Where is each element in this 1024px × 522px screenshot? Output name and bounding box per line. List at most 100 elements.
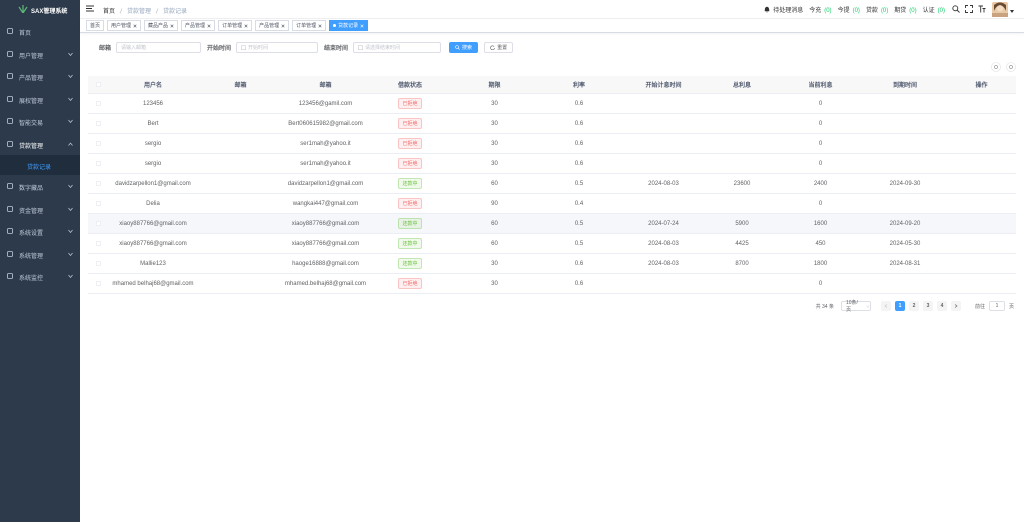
- top-bar: 首页 贷款管理 贷款记录 待处理消息 今充 (0) 今提 (0) 贷款 (0) 期贷 (0) 认证 (0): [80, 0, 1024, 19]
- notice-counter[interactable]: 贷款 (0): [866, 5, 888, 14]
- menu-label: 系统设置: [19, 231, 44, 237]
- notice-label: 待处理消息: [773, 8, 804, 14]
- tag[interactable]: 用户管理: [107, 20, 142, 31]
- menu-item[interactable]: 系统监控: [0, 269, 80, 283]
- cell: 60: [452, 221, 537, 227]
- breadcrumb-item[interactable]: 贷款管理: [127, 9, 152, 15]
- tag[interactable]: 订单管理: [292, 20, 327, 31]
- cell: [88, 101, 108, 106]
- notice-counter[interactable]: 今充 (0): [809, 5, 831, 14]
- logo-title: SAX管理系统: [31, 9, 68, 15]
- cell-text: 450: [815, 240, 826, 247]
- header-cell: 邮箱: [234, 83, 247, 89]
- cell: [88, 201, 108, 206]
- cell: 还款中: [368, 258, 452, 269]
- table-row[interactable]: Mallie123 haoge16888@gmail.com 还款中 30 0.6 202…: [88, 254, 1016, 274]
- cell: 1600: [778, 221, 863, 227]
- cell-text: 2024-08-31: [889, 260, 921, 267]
- tag[interactable]: 订单管理: [218, 20, 253, 31]
- menu-item[interactable]: 展权管理: [0, 92, 80, 106]
- menu-item[interactable]: 智能交易: [0, 114, 80, 128]
- header-cell: 当前利息: [808, 83, 833, 89]
- cell-text: 30: [491, 100, 498, 107]
- cell-text: 0.4: [574, 200, 584, 207]
- search-input[interactable]: 请输入邮箱: [116, 42, 202, 53]
- cell-text: Bert: [147, 120, 159, 127]
- cell-text: 30: [491, 280, 498, 287]
- status-tag: 还款中: [398, 218, 422, 229]
- cell-text: 123456@gamil.com: [298, 100, 353, 107]
- page-button[interactable]: 2: [908, 301, 919, 311]
- status-tag: 还款中: [398, 178, 422, 189]
- reset-button[interactable]: 重置: [484, 42, 514, 53]
- cell: 0.6: [537, 261, 621, 267]
- table-row[interactable]: xiaoy887766@gmail.com xiaoy887766@gmail.c…: [88, 214, 1016, 234]
- menu-icon: [7, 183, 13, 189]
- notice-counter[interactable]: 今提 (0): [838, 5, 860, 14]
- table-row[interactable]: xiaoy887766@gmail.com xiaoy887766@gmail.c…: [88, 234, 1016, 254]
- menu-item[interactable]: 首页: [0, 24, 80, 38]
- menu-icon: [7, 273, 13, 279]
- table-row[interactable]: Delia wangkai447@gmail.com 已拒绝 90 0.4 0: [88, 194, 1016, 214]
- tag[interactable]: 首页: [86, 20, 105, 31]
- tag[interactable]: 贷款记录: [329, 20, 369, 31]
- cell: 0.4: [537, 201, 621, 207]
- cell-text: 0.5: [574, 180, 584, 187]
- menu-arrow: [68, 229, 73, 233]
- submenu-item[interactable]: 贷款记录: [0, 155, 80, 175]
- search-label: 邮箱: [99, 46, 112, 52]
- menu-arrow: [68, 52, 73, 56]
- table-row[interactable]: sergio ser1mah@yahoo.it 已拒绝 30 0.6 0: [88, 134, 1016, 154]
- goto-input[interactable]: 1: [988, 301, 1005, 311]
- cell: [88, 241, 108, 246]
- cell: 60: [452, 241, 537, 247]
- next-button[interactable]: [950, 301, 961, 311]
- menu-icon: [7, 228, 13, 234]
- cell: 2024-08-03: [621, 261, 706, 267]
- notice-counter[interactable]: 认证 (0): [923, 5, 945, 14]
- table-row[interactable]: davidzarpellon1@gmail.com davidzarpellon1…: [88, 174, 1016, 194]
- page-size[interactable]: 10条/页: [840, 300, 871, 313]
- menu-item[interactable]: 系统管理: [0, 247, 80, 261]
- calendar-icon: [358, 45, 363, 50]
- cell: 450: [778, 241, 863, 247]
- tag[interactable]: 产品管理: [181, 20, 216, 31]
- search-label: 开始时间: [207, 46, 232, 52]
- cell: 90: [452, 201, 537, 207]
- cell-text: sergio: [144, 160, 162, 167]
- page-button[interactable]: 1: [894, 301, 905, 311]
- table-row[interactable]: 123456 123456@gamil.com 已拒绝 30 0.6 0: [88, 94, 1016, 114]
- search-input[interactable]: 请选择结束时间: [353, 42, 442, 53]
- tag[interactable]: 藏品产品: [144, 20, 179, 31]
- cell-text: 30: [491, 140, 498, 147]
- page-size-label: 10条/页: [845, 300, 858, 313]
- menu-item[interactable]: 用户管理: [0, 47, 80, 61]
- page-button[interactable]: 4: [936, 301, 947, 311]
- cell-text: xiaoy887766@gmail.com: [291, 240, 360, 247]
- tag[interactable]: 产品管理: [255, 20, 290, 31]
- menu-item[interactable]: 资金管理: [0, 202, 80, 216]
- next-icon: [954, 304, 958, 308]
- menu-arrow: [68, 252, 73, 256]
- table-row[interactable]: sergio ser1mah@yahoo.it 已拒绝 30 0.6 0: [88, 154, 1016, 174]
- cell: 0.5: [537, 221, 621, 227]
- table-row[interactable]: Bert Bert060615982@gmail.com 已拒绝 30 0.6 0: [88, 114, 1016, 134]
- search-button[interactable]: 搜索: [449, 42, 479, 53]
- button-label: 重置: [497, 45, 508, 51]
- cell-text: ser1mah@yahoo.it: [300, 140, 351, 147]
- menu-item[interactable]: 贷款管理: [0, 137, 80, 151]
- notice-counter[interactable]: 期贷 (0): [894, 5, 916, 14]
- cell: [88, 281, 108, 286]
- menu-arrow: [68, 119, 73, 123]
- counter-count: (0): [937, 8, 945, 14]
- prev-button[interactable]: [880, 301, 891, 311]
- menu-item[interactable]: 产品管理: [0, 69, 80, 83]
- breadcrumb-item[interactable]: 首页: [103, 9, 116, 15]
- data-table: 用户名 邮箱 邮箱 借款状态 期限 利率 开始计息时间 总利息 当前利息 到期时间 操作 123456…: [88, 76, 1016, 294]
- table-row[interactable]: mhamed belhaj68@gmail.com mhamed.belhaj68…: [88, 274, 1016, 294]
- menu-item[interactable]: 系统设置: [0, 224, 80, 238]
- cell-text: 1600: [813, 220, 828, 227]
- menu-item[interactable]: 数字藏品: [0, 179, 80, 193]
- search-input[interactable]: 开始时间: [236, 42, 319, 53]
- page-button[interactable]: 3: [922, 301, 933, 311]
